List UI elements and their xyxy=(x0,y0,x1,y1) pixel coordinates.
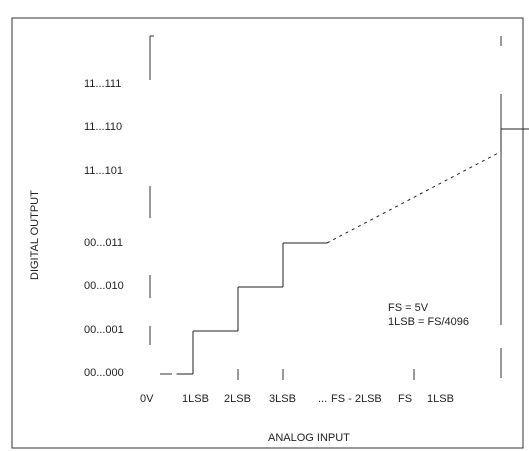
y-tick-label: 00...001 xyxy=(84,324,124,336)
plot-area xyxy=(176,128,529,375)
x-axis-title: ANALOG INPUT xyxy=(268,432,350,444)
x-axis-ellipsis: ... xyxy=(318,393,327,405)
x-tick-label: 1LSB xyxy=(427,393,454,405)
x-tick-label: FS xyxy=(398,393,412,405)
annotation-group: FS = 5V 1LSB = FS/4096 xyxy=(388,302,469,328)
annotation-text: FS = 5V xyxy=(388,302,429,314)
annotation-text: 1LSB = FS/4096 xyxy=(388,316,469,328)
x-tick-label: 0V xyxy=(140,393,154,405)
x-axis-tick-marks xyxy=(237,369,415,380)
left-axis-marks xyxy=(149,35,172,375)
y-tick-label: 00...000 xyxy=(84,367,124,379)
x-tick-label: 1LSB xyxy=(182,393,209,405)
y-axis-title: DIGITAL OUTPUT xyxy=(29,190,41,280)
x-tick-label: 3LSB xyxy=(269,393,296,405)
y-tick-label: 00...011 xyxy=(84,237,123,249)
y-axis-tick-labels: 00...000 00...001 00...010 00...011 11..… xyxy=(84,78,124,379)
y-tick-label: 00...010 xyxy=(84,280,124,292)
transfer-curve-segment xyxy=(326,151,502,244)
x-tick-label: FS - 2LSB xyxy=(331,393,382,405)
x-axis-tick-labels: 0V 1LSB 2LSB 3LSB ... FS - 2LSB FS 1LSB xyxy=(140,393,454,405)
y-tick-label: 11...101 xyxy=(84,165,123,177)
figure-frame xyxy=(11,17,524,449)
x-tick-label: 2LSB xyxy=(224,393,251,405)
y-tick-label: 11...111 xyxy=(84,78,121,90)
y-tick-label: 11...110 xyxy=(84,121,122,133)
